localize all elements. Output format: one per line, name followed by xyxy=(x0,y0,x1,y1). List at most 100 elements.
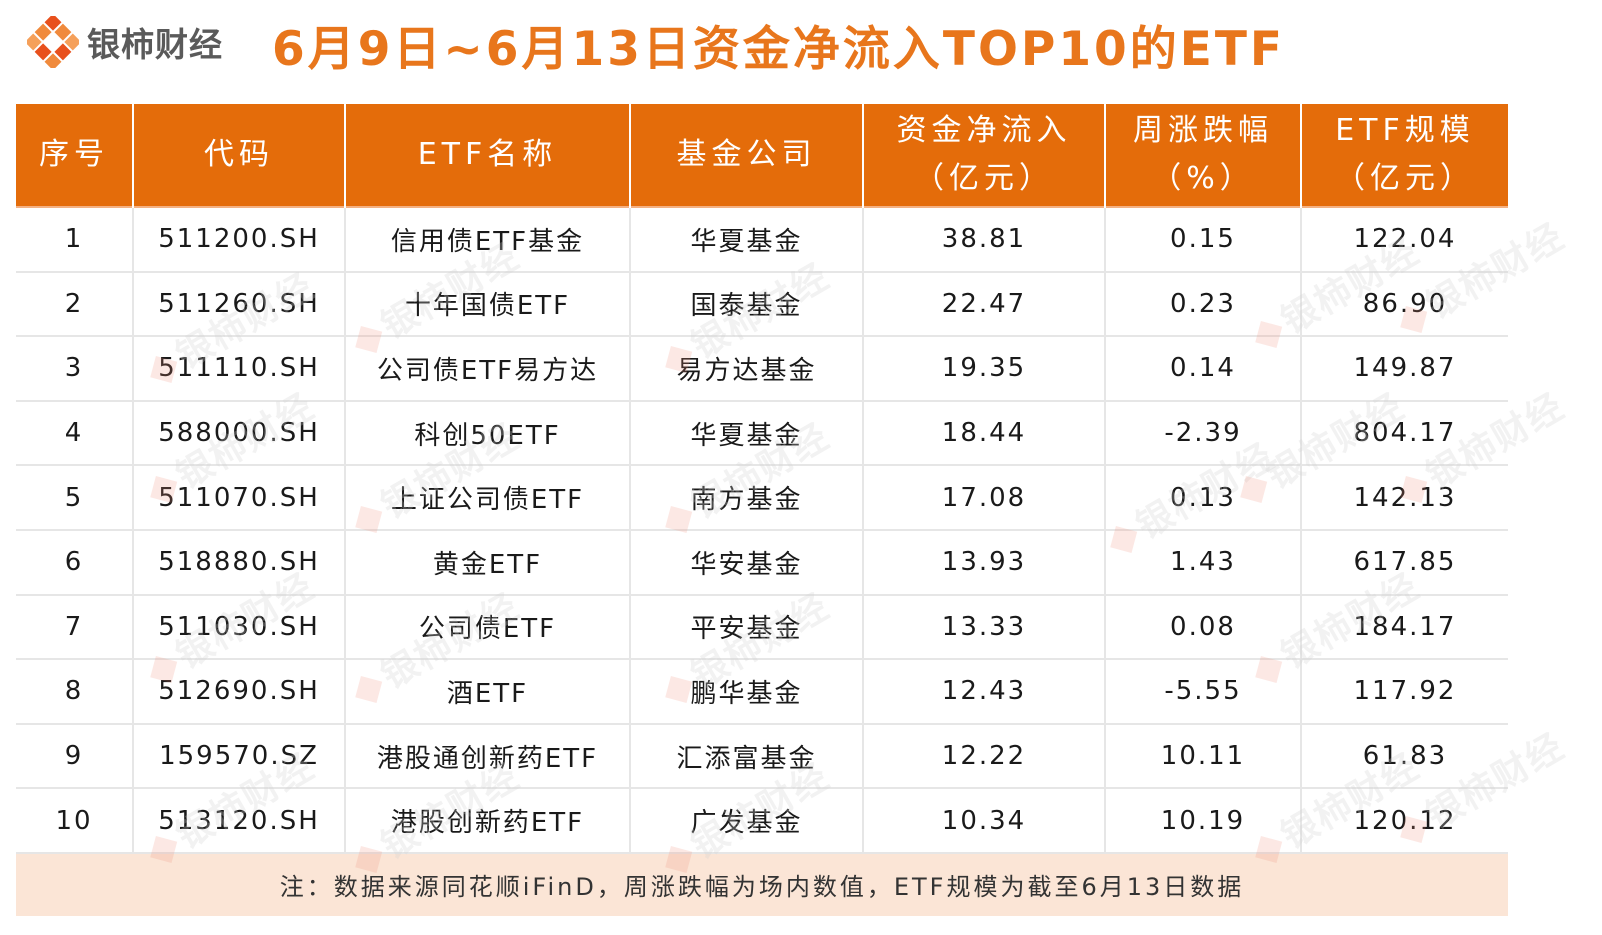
weekly-change-cell: 10.11 xyxy=(1105,723,1302,790)
etf-size-cell: 120.12 xyxy=(1301,788,1508,854)
table-row: 6 518880.SH 黄金ETF 华安基金 13.93 1.43 617.85 xyxy=(16,529,1508,596)
weekly-change-cell: 0.08 xyxy=(1105,594,1302,661)
net-inflow-cell: 12.22 xyxy=(863,723,1106,790)
etf-name-cell: 酒ETF xyxy=(345,659,631,725)
net-inflow-cell: 13.33 xyxy=(863,594,1106,661)
etf-size-cell: 117.92 xyxy=(1301,659,1508,725)
column-header: 资金净流入 （亿元） xyxy=(863,104,1106,207)
etf-name-cell: 港股创新药ETF xyxy=(345,788,631,854)
rank-cell: 2 xyxy=(16,271,134,338)
column-header: 基金公司 xyxy=(630,104,864,207)
net-inflow-cell: 18.44 xyxy=(863,400,1106,467)
rank-cell: 7 xyxy=(16,594,134,661)
etf-inflow-table: 序号 代码 ETF名称 基金公司 资金净流入 （亿元） 周涨跌幅 （%） ETF规模 （亿元） 1… xyxy=(16,104,1508,916)
etf-name-cell: 公司债ETF xyxy=(345,594,631,661)
column-header: 序号 xyxy=(16,104,134,207)
rank-cell: 8 xyxy=(16,659,134,725)
column-header: ETF规模 （亿元） xyxy=(1301,104,1508,207)
rank-cell: 6 xyxy=(16,529,134,596)
etf-name-cell: 信用债ETF基金 xyxy=(345,206,631,273)
code-cell: 518880.SH xyxy=(133,529,346,596)
fund-company-cell: 平安基金 xyxy=(630,594,864,661)
page-header: 银柿财经 6月9日~6月13日资金净流入TOP10的ETF xyxy=(0,0,1602,92)
etf-name-cell: 港股通创新药ETF xyxy=(345,723,631,790)
code-cell: 511070.SH xyxy=(133,465,346,531)
weekly-change-cell: 0.13 xyxy=(1105,465,1302,531)
weekly-change-cell: 0.23 xyxy=(1105,271,1302,338)
table-row: 1 511200.SH 信用债ETF基金 华夏基金 38.81 0.15 122.04 xyxy=(16,206,1508,273)
table-row: 2 511260.SH 十年国债ETF 国泰基金 22.47 0.23 86.90 xyxy=(16,271,1508,338)
table-row: 7 511030.SH 公司债ETF 平安基金 13.33 0.08 184.17 xyxy=(16,594,1508,661)
etf-size-cell: 149.87 xyxy=(1301,336,1508,402)
code-cell: 159570.SZ xyxy=(133,723,346,790)
rank-cell: 10 xyxy=(16,788,134,854)
code-cell: 511200.SH xyxy=(133,206,346,273)
etf-size-cell: 142.13 xyxy=(1301,465,1508,531)
weekly-change-cell: 10.19 xyxy=(1105,788,1302,854)
table-row: 3 511110.SH 公司债ETF易方达 易方达基金 19.35 0.14 149.87 xyxy=(16,336,1508,402)
net-inflow-cell: 17.08 xyxy=(863,465,1106,531)
fund-company-cell: 鹏华基金 xyxy=(630,659,864,725)
rank-cell: 4 xyxy=(16,400,134,467)
etf-size-cell: 617.85 xyxy=(1301,529,1508,596)
etf-table-container: 序号 代码 ETF名称 基金公司 资金净流入 （亿元） 周涨跌幅 （%） ETF规模 （亿元） 1… xyxy=(16,104,1508,916)
column-header-unit: （亿元） xyxy=(914,161,1054,196)
column-header-label: 基金公司 xyxy=(676,137,817,172)
column-header-label: 资金净流入 xyxy=(896,113,1072,148)
net-inflow-cell: 22.47 xyxy=(863,271,1106,338)
brand-logo: 银柿财经 xyxy=(27,16,223,68)
etf-size-cell: 122.04 xyxy=(1301,206,1508,273)
column-header-label: ETF名称 xyxy=(417,137,558,172)
code-cell: 511030.SH xyxy=(133,594,346,661)
rank-cell: 9 xyxy=(16,723,134,790)
page-title: 6月9日~6月13日资金净流入TOP10的ETF xyxy=(272,22,1286,77)
rank-cell: 3 xyxy=(16,336,134,402)
net-inflow-cell: 19.35 xyxy=(863,336,1106,402)
table-row: 9 159570.SZ 港股通创新药ETF 汇添富基金 12.22 10.11 61.83 xyxy=(16,723,1508,790)
column-header-unit: （%） xyxy=(1151,161,1255,196)
fund-company-cell: 广发基金 xyxy=(630,788,864,854)
logo-diamond-icon xyxy=(27,16,79,68)
rank-cell: 1 xyxy=(16,206,134,273)
column-header-label: 周涨跌幅 xyxy=(1133,113,1273,148)
weekly-change-cell: 0.15 xyxy=(1105,206,1302,273)
fund-company-cell: 汇添富基金 xyxy=(630,723,864,790)
source-note: 注：数据来源同花顺iFinD，周涨跌幅为场内数值，ETF规模为截至6月13日数据 xyxy=(16,852,1508,916)
net-inflow-cell: 13.93 xyxy=(863,529,1106,596)
weekly-change-cell: -2.39 xyxy=(1105,400,1302,467)
rank-cell: 5 xyxy=(16,465,134,531)
etf-name-cell: 上证公司债ETF xyxy=(345,465,631,531)
table-note-row: 注：数据来源同花顺iFinD，周涨跌幅为场内数值，ETF规模为截至6月13日数据 xyxy=(16,852,1508,916)
etf-name-cell: 十年国债ETF xyxy=(345,271,631,338)
column-header-label: 序号 xyxy=(39,137,109,172)
code-cell: 512690.SH xyxy=(133,659,346,725)
etf-size-cell: 184.17 xyxy=(1301,594,1508,661)
net-inflow-cell: 10.34 xyxy=(863,788,1106,854)
column-header-label: ETF规模 xyxy=(1335,113,1475,148)
etf-name-cell: 公司债ETF易方达 xyxy=(345,336,631,402)
column-header-label: 代码 xyxy=(204,137,274,172)
fund-company-cell: 华安基金 xyxy=(630,529,864,596)
fund-company-cell: 华夏基金 xyxy=(630,400,864,467)
etf-size-cell: 804.17 xyxy=(1301,400,1508,467)
table-header-row: 序号 代码 ETF名称 基金公司 资金净流入 （亿元） 周涨跌幅 （%） ETF规模 （亿元） xyxy=(16,104,1508,207)
etf-size-cell: 86.90 xyxy=(1301,271,1508,338)
column-header: 代码 xyxy=(133,104,346,207)
column-header-unit: （亿元） xyxy=(1335,161,1475,196)
code-cell: 511260.SH xyxy=(133,271,346,338)
code-cell: 511110.SH xyxy=(133,336,346,402)
fund-company-cell: 易方达基金 xyxy=(630,336,864,402)
table-row: 4 588000.SH 科创50ETF 华夏基金 18.44 -2.39 804.17 xyxy=(16,400,1508,467)
weekly-change-cell: 1.43 xyxy=(1105,529,1302,596)
etf-size-cell: 61.83 xyxy=(1301,723,1508,790)
column-header: 周涨跌幅 （%） xyxy=(1105,104,1302,207)
weekly-change-cell: 0.14 xyxy=(1105,336,1302,402)
brand-name: 银柿财经 xyxy=(87,25,223,64)
code-cell: 588000.SH xyxy=(133,400,346,467)
fund-company-cell: 南方基金 xyxy=(630,465,864,531)
net-inflow-cell: 12.43 xyxy=(863,659,1106,725)
etf-name-cell: 黄金ETF xyxy=(345,529,631,596)
weekly-change-cell: -5.55 xyxy=(1105,659,1302,725)
table-body: 1 511200.SH 信用债ETF基金 华夏基金 38.81 0.15 122.04 2 51… xyxy=(16,206,1508,916)
table-row: 10 513120.SH 港股创新药ETF 广发基金 10.34 10.19 120.12 xyxy=(16,788,1508,854)
